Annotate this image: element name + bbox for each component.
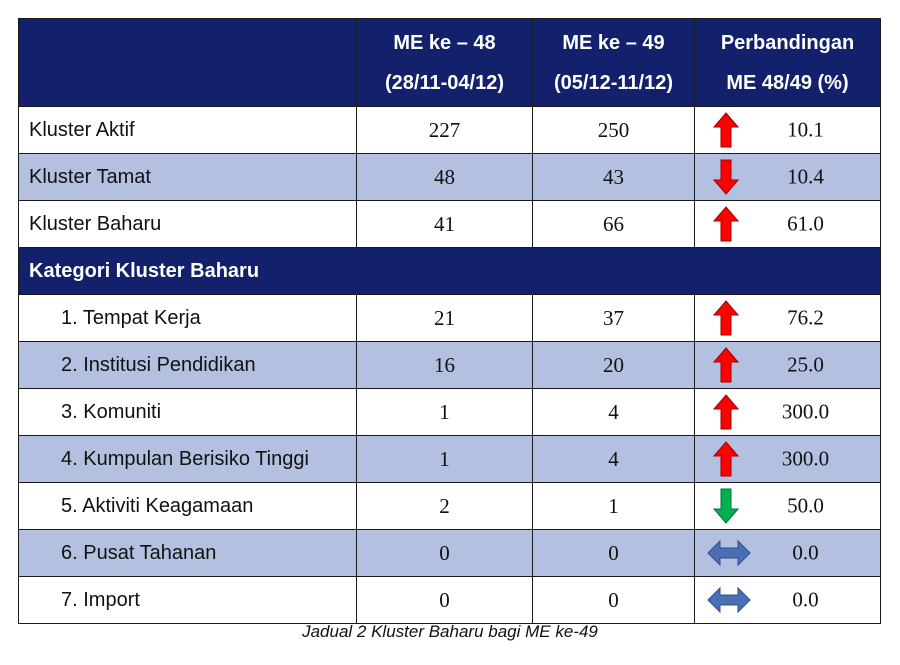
table-row: 5. Aktiviti Keagamaan 2 1 50.0	[18, 482, 881, 530]
table-row: 6. Pusat Tahanan 0 0 0.0	[18, 529, 881, 577]
me48-value: 48	[356, 153, 533, 201]
me48-value: 0	[356, 576, 533, 624]
arrow-down-icon	[712, 488, 740, 524]
me49-value: 0	[532, 576, 695, 624]
comparison-value: 76.2	[787, 305, 824, 330]
table-row: 7. Import 0 0 0.0	[18, 576, 881, 624]
me49-value: 4	[532, 435, 695, 483]
table-row: 3. Komuniti 1 4 300.0	[18, 388, 881, 436]
arrow-up-icon	[712, 394, 740, 430]
row-label: 3. Komuniti	[18, 388, 357, 436]
table-row: Kluster Tamat 48 43 10.4	[18, 153, 881, 201]
comparison-cell: 25.0	[694, 341, 881, 389]
comparison-value: 50.0	[787, 493, 824, 518]
arrow-left-right-icon	[707, 586, 751, 614]
me48-value: 1	[356, 388, 533, 436]
me48-value: 227	[356, 106, 533, 154]
comparison-value: 10.4	[787, 164, 824, 189]
table-header-row: ME ke – 48 (28/11-04/12) ME ke – 49 (05/…	[18, 18, 881, 107]
me49-value: 43	[532, 153, 695, 201]
header-me48: ME ke – 48 (28/11-04/12)	[356, 18, 533, 107]
me49-value: 1	[532, 482, 695, 530]
row-label: 6. Pusat Tahanan	[18, 529, 357, 577]
header-blank-cell	[18, 18, 357, 107]
comparison-cell: 0.0	[694, 529, 881, 577]
comparison-value: 10.1	[787, 117, 824, 142]
cluster-table: ME ke – 48 (28/11-04/12) ME ke – 49 (05/…	[18, 18, 881, 624]
comparison-value: 25.0	[787, 352, 824, 377]
comparison-cell: 300.0	[694, 388, 881, 436]
me48-value: 16	[356, 341, 533, 389]
row-label: 7. Import	[18, 576, 357, 624]
row-label: Kluster Tamat	[18, 153, 357, 201]
header-me48-title: ME ke – 48	[393, 31, 496, 54]
arrow-left-right-icon	[707, 539, 751, 567]
row-label: Kluster Aktif	[18, 106, 357, 154]
comparison-cell: 76.2	[694, 294, 881, 342]
comparison-cell: 10.1	[694, 106, 881, 154]
table-row: Kluster Aktif 227 250 10.1	[18, 106, 881, 154]
table-caption: Jadual 2 Kluster Baharu bagi ME ke-49	[302, 622, 598, 641]
table-row: 1. Tempat Kerja 21 37 76.2	[18, 294, 881, 342]
me48-value: 1	[356, 435, 533, 483]
me48-value: 2	[356, 482, 533, 530]
table-row: 2. Institusi Pendidikan 16 20 25.0	[18, 341, 881, 389]
arrow-up-icon	[712, 206, 740, 242]
comparison-cell: 50.0	[694, 482, 881, 530]
header-comparison-unit: ME 48/49 (%)	[726, 71, 849, 94]
me48-value: 21	[356, 294, 533, 342]
comparison-value: 0.0	[792, 540, 819, 565]
me49-value: 37	[532, 294, 695, 342]
row-label: Kluster Baharu	[18, 200, 357, 248]
category-header-row: Kategori Kluster Baharu	[18, 247, 881, 295]
me48-value: 0	[356, 529, 533, 577]
header-me49-dates: (05/12-11/12)	[554, 71, 673, 94]
comparison-cell: 61.0	[694, 200, 881, 248]
me49-value: 0	[532, 529, 695, 577]
comparison-value: 61.0	[787, 211, 824, 236]
row-label: 5. Aktiviti Keagamaan	[18, 482, 357, 530]
comparison-value: 0.0	[792, 587, 819, 612]
me49-value: 66	[532, 200, 695, 248]
comparison-value: 300.0	[781, 399, 830, 424]
comparison-value: 300.0	[781, 446, 830, 471]
table-row: 4. Kumpulan Berisiko Tinggi 1 4 300.0	[18, 435, 881, 483]
comparison-cell: 10.4	[694, 153, 881, 201]
comparison-cell: 300.0	[694, 435, 881, 483]
row-label: 1. Tempat Kerja	[18, 294, 357, 342]
category-title: Kategori Kluster Baharu	[18, 247, 881, 295]
row-label: 4. Kumpulan Berisiko Tinggi	[18, 435, 357, 483]
header-comparison: Perbandingan ME 48/49 (%)	[694, 18, 881, 107]
me49-value: 250	[532, 106, 695, 154]
me49-value: 4	[532, 388, 695, 436]
arrow-up-icon	[712, 300, 740, 336]
comparison-cell: 0.0	[694, 576, 881, 624]
me48-value: 41	[356, 200, 533, 248]
header-me48-dates: (28/11-04/12)	[385, 71, 504, 94]
arrow-down-icon	[712, 159, 740, 195]
arrow-up-icon	[712, 441, 740, 477]
me49-value: 20	[532, 341, 695, 389]
header-me49-title: ME ke – 49	[562, 31, 665, 54]
row-label: 2. Institusi Pendidikan	[18, 341, 357, 389]
arrow-up-icon	[712, 347, 740, 383]
table-row: Kluster Baharu 41 66 61.0	[18, 200, 881, 248]
header-comparison-title: Perbandingan	[720, 31, 855, 54]
header-me49: ME ke – 49 (05/12-11/12)	[532, 18, 695, 107]
arrow-up-icon	[712, 112, 740, 148]
